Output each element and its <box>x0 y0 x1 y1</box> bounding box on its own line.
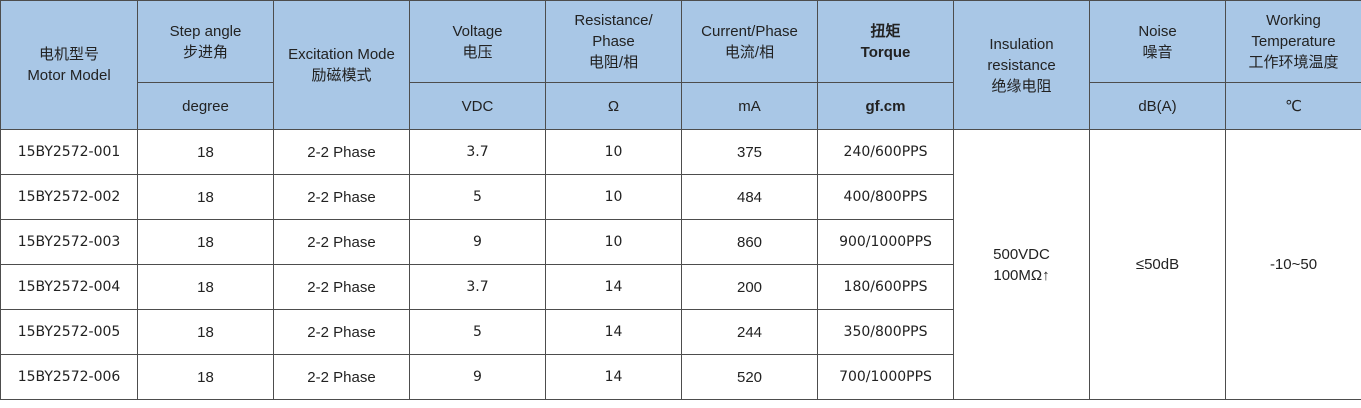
cell-excitation: 2-2 Phase <box>273 309 410 355</box>
header-step-angle-en: Step angle <box>169 22 242 40</box>
cell-resistance: 10 <box>545 129 682 175</box>
header-excitation-en: Excitation Mode <box>288 46 395 63</box>
cell-resistance: 14 <box>545 354 682 400</box>
cell-voltage: 3.7 <box>409 129 546 175</box>
cell-step-angle: 18 <box>137 264 274 310</box>
header-motor-model-en: Motor Model <box>27 67 111 84</box>
header-working-temperature: Working Temperature 工作环境温度 <box>1225 0 1361 83</box>
cell-torque: 350/800PPS <box>817 309 954 355</box>
header-temperature-en2: Temperature <box>1251 33 1336 50</box>
table-row: 15BY2572-006 18 2-2 Phase 9 14 520 700/1… <box>0 354 1361 400</box>
header-voltage-en: Voltage <box>452 22 503 40</box>
cell-excitation: 2-2 Phase <box>273 129 410 175</box>
header-noise-cn: 噪音 <box>1142 43 1173 61</box>
cell-voltage: 5 <box>409 309 546 355</box>
header-step-angle-cn: 步进角 <box>182 43 228 61</box>
insulation-value-line2: 100MΩ↑ <box>993 266 1050 284</box>
cell-excitation: 2-2 Phase <box>273 264 410 310</box>
cell-excitation: 2-2 Phase <box>273 354 410 400</box>
header-noise: Noise 噪音 <box>1089 0 1226 83</box>
cell-torque: 700/1000PPS <box>817 354 954 400</box>
header-row: 电机型号 Motor Model Step angle 步进角 Excitati… <box>0 0 1361 130</box>
header-insulation-en2: resistance <box>987 56 1056 74</box>
header-temperature-en1: Working <box>1266 12 1321 29</box>
cell-excitation: 2-2 Phase <box>273 174 410 220</box>
unit-temperature: ℃ <box>1225 82 1361 130</box>
cell-resistance: 10 <box>545 219 682 265</box>
cell-current: 484 <box>681 174 818 220</box>
cell-current: 375 <box>681 129 818 175</box>
header-step-angle: Step angle 步进角 <box>137 0 274 83</box>
cell-working-temperature: -10~50 <box>1225 129 1361 400</box>
cell-current: 860 <box>681 219 818 265</box>
cell-voltage: 9 <box>409 219 546 265</box>
header-resistance: Resistance/ Phase 电阻/相 <box>545 0 682 83</box>
cell-excitation: 2-2 Phase <box>273 219 410 265</box>
cell-resistance: 14 <box>545 309 682 355</box>
cell-torque: 900/1000PPS <box>817 219 954 265</box>
cell-torque: 180/600PPS <box>817 264 954 310</box>
cell-torque: 400/800PPS <box>817 174 954 220</box>
table-row: 15BY2572-002 18 2-2 Phase 5 10 484 400/8… <box>0 174 1361 220</box>
cell-step-angle: 18 <box>137 129 274 175</box>
cell-noise: ≤50dB <box>1089 129 1226 400</box>
header-torque-cn: 扭矩 <box>870 22 901 40</box>
cell-resistance: 10 <box>545 174 682 220</box>
cell-model: 15BY2572-001 <box>0 129 138 175</box>
cell-model: 15BY2572-002 <box>0 174 138 220</box>
cell-insulation-resistance: 500VDC 100MΩ↑ <box>953 129 1090 400</box>
cell-model: 15BY2572-004 <box>0 264 138 310</box>
header-torque-en: Torque <box>860 43 911 61</box>
header-voltage: Voltage 电压 <box>409 0 546 83</box>
header-motor-model-cn: 电机型号 <box>38 46 99 63</box>
table-row: 15BY2572-004 18 2-2 Phase 3.7 14 200 180… <box>0 264 1361 310</box>
table-row: 15BY2572-005 18 2-2 Phase 5 14 244 350/8… <box>0 309 1361 355</box>
unit-step-angle: degree <box>137 82 274 130</box>
cell-voltage: 5 <box>409 174 546 220</box>
unit-row: degree VDC Ω mA gf.cm dB(A) ℃ <box>1 82 1361 130</box>
insulation-value-line1: 500VDC <box>993 245 1050 263</box>
header-voltage-cn: 电压 <box>462 43 493 61</box>
cell-step-angle: 18 <box>137 219 274 265</box>
header-current-cn: 电流/相 <box>724 43 775 61</box>
unit-current: mA <box>681 82 818 130</box>
header-torque: 扭矩 Torque <box>817 0 954 83</box>
header-noise-en: Noise <box>1138 22 1177 40</box>
cell-current: 244 <box>681 309 818 355</box>
header-resistance-en2: Phase <box>592 33 635 50</box>
cell-step-angle: 18 <box>137 174 274 220</box>
header-current-en: Current/Phase <box>701 22 798 40</box>
unit-resistance: Ω <box>545 82 682 130</box>
header-resistance-en1: Resistance/ <box>574 12 653 29</box>
cell-model: 15BY2572-003 <box>0 219 138 265</box>
unit-noise: dB(A) <box>1089 82 1226 130</box>
cell-current: 520 <box>681 354 818 400</box>
table-row: 15BY2572-001 18 2-2 Phase 3.7 10 375 240… <box>0 129 1361 400</box>
unit-voltage: VDC <box>409 82 546 130</box>
header-insulation-cn: 绝缘电阻 <box>991 77 1052 95</box>
cell-voltage: 9 <box>409 354 546 400</box>
header-insulation-en1: Insulation <box>989 35 1054 53</box>
header-insulation-resistance: Insulation resistance 绝缘电阻 <box>953 0 1090 130</box>
header-temperature-cn: 工作环境温度 <box>1248 54 1339 71</box>
header-excitation-mode: Excitation Mode 励磁模式 <box>273 0 410 130</box>
header-excitation-cn: 励磁模式 <box>311 67 372 84</box>
header-resistance-cn: 电阻/相 <box>588 54 639 71</box>
cell-model: 15BY2572-005 <box>0 309 138 355</box>
header-current: Current/Phase 电流/相 <box>681 0 818 83</box>
cell-voltage: 3.7 <box>409 264 546 310</box>
cell-current: 200 <box>681 264 818 310</box>
cell-resistance: 14 <box>545 264 682 310</box>
cell-model: 15BY2572-006 <box>0 354 138 400</box>
cell-step-angle: 18 <box>137 354 274 400</box>
unit-torque: gf.cm <box>817 82 954 130</box>
cell-step-angle: 18 <box>137 309 274 355</box>
cell-torque: 240/600PPS <box>817 129 954 175</box>
header-motor-model: 电机型号 Motor Model <box>0 0 138 130</box>
